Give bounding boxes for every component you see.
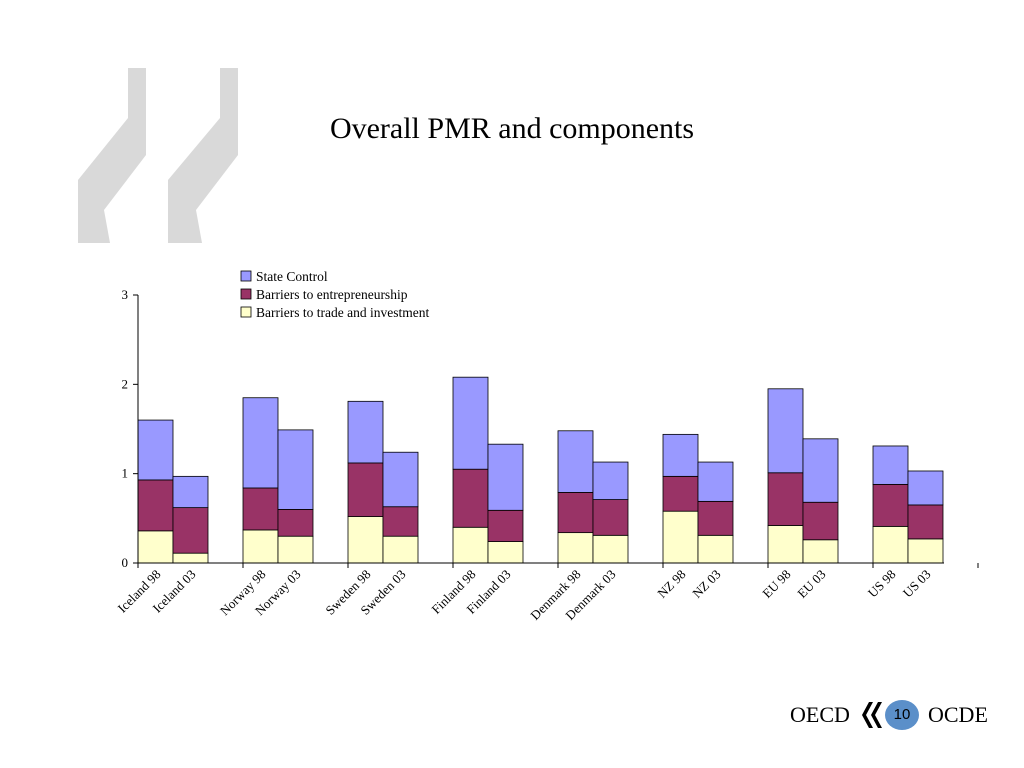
bar-segment	[452, 526, 489, 564]
bar-segment	[277, 535, 314, 564]
bar-segment	[347, 462, 384, 517]
bar-segment	[172, 552, 209, 564]
y-tick-label: 2	[122, 376, 129, 391]
bar-segment	[557, 532, 594, 564]
bar-segment	[907, 504, 944, 540]
bar-segment	[802, 438, 839, 503]
slide-title: Overall PMR and components	[329, 112, 695, 145]
bar-segment	[802, 539, 839, 564]
bar-segment	[452, 376, 489, 470]
bar-segment	[907, 470, 944, 506]
x-tick-label: EU 03	[794, 567, 828, 601]
legend-swatch	[240, 288, 252, 300]
bar-segment	[872, 525, 909, 564]
bar-segment	[277, 429, 314, 510]
bar-segment	[242, 487, 279, 531]
bar-segment	[872, 483, 909, 527]
quote-mark-icon	[78, 68, 238, 243]
footer: OECD 10 OCDE	[788, 700, 1008, 730]
oecd-logo-icon	[862, 702, 882, 728]
bar-segment	[872, 445, 909, 485]
bar-segment	[172, 507, 209, 554]
footer-ocde-text: OCDE	[928, 702, 988, 727]
legend-label: Barriers to trade and investment	[256, 305, 429, 320]
bar-segment	[382, 451, 419, 508]
bar-segment	[277, 508, 314, 537]
bar-segment	[242, 529, 279, 564]
x-tick-label: EU 98	[759, 567, 793, 601]
page-number: 10	[885, 700, 919, 730]
x-tick-label: US 98	[865, 567, 899, 601]
legend-label: Barriers to entrepreneurship	[256, 287, 408, 302]
bar-segment	[697, 534, 734, 564]
bar-segment	[662, 475, 699, 512]
bar-segment	[802, 501, 839, 541]
bar-segment	[487, 541, 524, 564]
bar-segment	[592, 499, 629, 536]
bar-segment	[172, 475, 209, 509]
bar-segment	[382, 535, 419, 564]
bar-segment	[907, 538, 944, 564]
bar-segment	[592, 534, 629, 564]
legend-swatch	[240, 306, 252, 318]
bar-segment	[662, 510, 699, 564]
x-tick-label: NZ 98	[654, 567, 688, 601]
bar-segment	[557, 430, 594, 493]
bar-segment	[592, 461, 629, 500]
bar-segment	[557, 492, 594, 534]
x-tick-label: NZ 03	[689, 567, 723, 601]
bar-segment	[382, 506, 419, 537]
bar-segment	[487, 443, 524, 511]
bar-segment	[242, 397, 279, 489]
legend-swatch	[240, 270, 252, 282]
bar-segment	[137, 479, 174, 532]
bar-segment	[487, 509, 524, 542]
bar-segment	[347, 516, 384, 564]
bar-segment	[137, 530, 174, 564]
bar-segment	[697, 461, 734, 502]
x-tick-label: US 03	[900, 567, 934, 601]
bar-segment	[347, 400, 384, 464]
bar-segment	[767, 472, 804, 526]
footer-oecd-text: OECD	[790, 702, 850, 727]
bar-segment	[767, 388, 804, 474]
bar-segment	[697, 500, 734, 536]
y-tick-label: 0	[122, 555, 129, 570]
y-tick-label: 1	[122, 466, 129, 481]
bar-segment	[137, 419, 174, 481]
bar-segment	[662, 433, 699, 477]
bar-segment	[767, 525, 804, 564]
y-tick-label: 3	[122, 287, 129, 302]
legend-label: State Control	[256, 269, 328, 284]
bar-segment	[452, 468, 489, 528]
